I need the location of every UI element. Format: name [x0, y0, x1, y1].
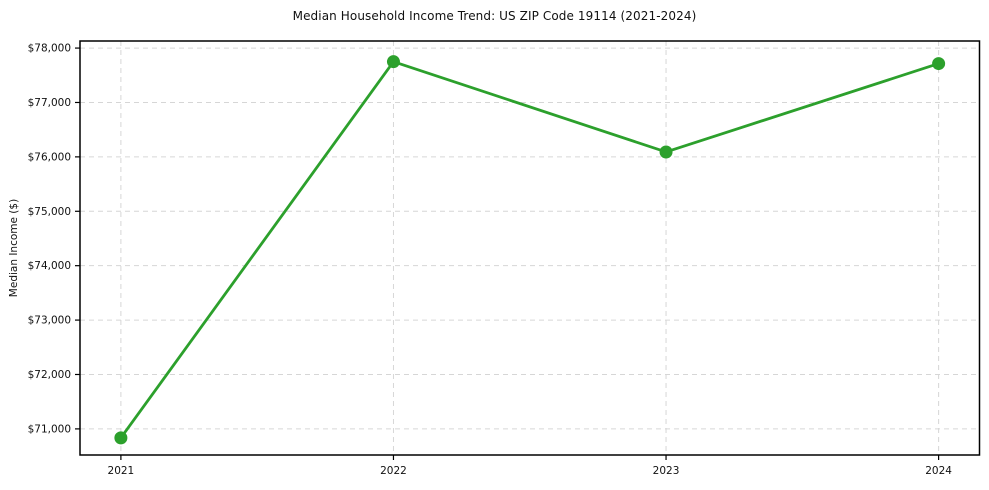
x-tick-label: 2024 [925, 465, 952, 477]
y-tick-label: $71,000 [28, 423, 71, 435]
y-tick-label: $75,000 [28, 206, 71, 218]
trend-line [119, 60, 941, 440]
chart-title: Median Household Income Trend: US ZIP Co… [292, 9, 697, 23]
y-tick-label: $78,000 [28, 43, 71, 55]
y-tick-label: $72,000 [28, 369, 71, 381]
plot-border [79, 40, 981, 456]
x-tick-label: 2021 [108, 465, 135, 477]
x-tick-label: 2022 [380, 465, 407, 477]
y-tick-label: $76,000 [28, 151, 71, 163]
data-point-marker [114, 431, 128, 445]
data-point-marker [932, 57, 946, 71]
y-tick-label: $77,000 [28, 97, 71, 109]
y-tick-label: $74,000 [28, 260, 71, 272]
y-axis-title: Median Income ($) [8, 198, 20, 298]
x-tick-label: 2023 [653, 465, 680, 477]
data-point-marker [386, 55, 400, 69]
data-point-marker [659, 145, 673, 159]
y-tick-label: $73,000 [28, 315, 71, 327]
